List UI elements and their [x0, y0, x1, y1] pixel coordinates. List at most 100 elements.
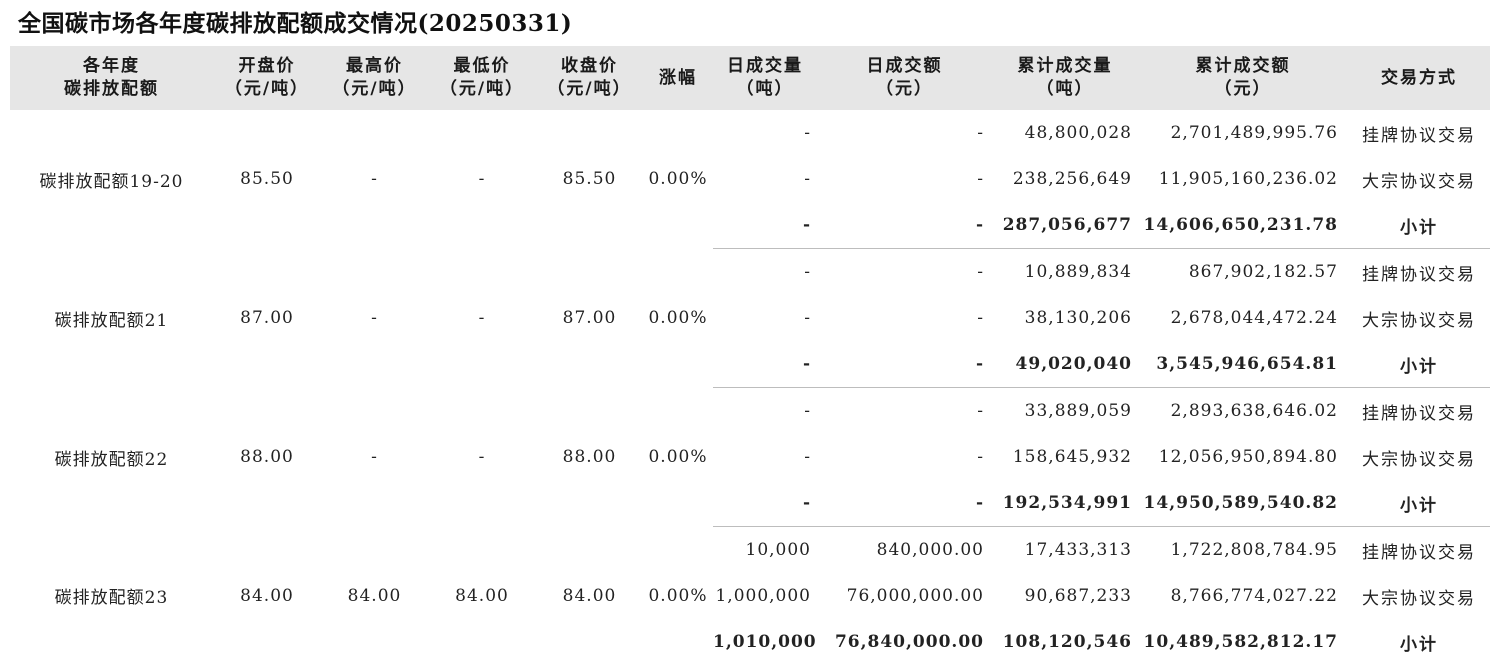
- cumulative-amount-cell: 12,056,950,894.80: [1138, 434, 1348, 480]
- daily-amount-cell: -: [817, 295, 992, 341]
- high-price-cell: -: [321, 249, 428, 388]
- open-price-cell: 84.00: [213, 527, 321, 665]
- daily-volume-cell: -: [713, 110, 817, 156]
- trade-method-cell: 挂牌协议交易: [1348, 388, 1490, 435]
- close-price-cell: 88.00: [536, 388, 643, 527]
- cumulative-amount-cell: 1,722,808,784.95: [1138, 527, 1348, 574]
- trade-method-cell: 挂牌协议交易: [1348, 110, 1490, 156]
- trade-method-cell: 大宗协议交易: [1348, 156, 1490, 202]
- daily-amount-cell: -: [817, 110, 992, 156]
- cumulative-volume-cell: 33,889,059: [992, 388, 1138, 435]
- header-daily-volume: 日成交量（吨）: [713, 46, 817, 110]
- change-cell: 0.00%: [643, 388, 713, 527]
- quota-name-cell: 碳排放配额21: [10, 249, 213, 388]
- trade-method-cell: 小计: [1348, 480, 1490, 527]
- cumulative-volume-cell: 90,687,233: [992, 573, 1138, 619]
- trade-method-cell: 小计: [1348, 619, 1490, 665]
- daily-amount-cell: -: [817, 388, 992, 435]
- low-price-cell: -: [428, 388, 536, 527]
- quota-name-cell: 碳排放配额19-20: [10, 110, 213, 249]
- cumulative-amount-cell: 14,606,650,231.78: [1138, 202, 1348, 249]
- daily-amount-cell: -: [817, 156, 992, 202]
- cumulative-amount-cell: 2,678,044,472.24: [1138, 295, 1348, 341]
- trade-method-cell: 大宗协议交易: [1348, 295, 1490, 341]
- daily-volume-cell: -: [713, 156, 817, 202]
- open-price-cell: 87.00: [213, 249, 321, 388]
- quota-name-cell: 碳排放配额22: [10, 388, 213, 527]
- daily-amount-cell: -: [817, 480, 992, 527]
- cumulative-amount-cell: 10,489,582,812.17: [1138, 619, 1348, 665]
- low-price-cell: -: [428, 110, 536, 249]
- daily-volume-cell: 1,000,000: [713, 573, 817, 619]
- low-price-cell: -: [428, 249, 536, 388]
- header-year-quota: 各年度碳排放配额: [10, 46, 213, 110]
- daily-volume-cell: -: [713, 202, 817, 249]
- cumulative-volume-cell: 158,645,932: [992, 434, 1138, 480]
- cumulative-amount-cell: 867,902,182.57: [1138, 249, 1348, 296]
- header-open-price: 开盘价（元/吨）: [213, 46, 321, 110]
- cumulative-volume-cell: 49,020,040: [992, 341, 1138, 388]
- trade-method-cell: 小计: [1348, 202, 1490, 249]
- close-price-cell: 87.00: [536, 249, 643, 388]
- header-high-price: 最高价（元/吨）: [321, 46, 428, 110]
- high-price-cell: -: [321, 388, 428, 527]
- daily-volume-cell: -: [713, 249, 817, 296]
- header-cumulative-volume: 累计成交量（吨）: [992, 46, 1138, 110]
- daily-volume-cell: 10,000: [713, 527, 817, 574]
- open-price-cell: 88.00: [213, 388, 321, 527]
- daily-amount-cell: -: [817, 341, 992, 388]
- daily-amount-cell: 76,840,000.00: [817, 619, 992, 665]
- trade-method-cell: 小计: [1348, 341, 1490, 388]
- change-cell: 0.00%: [643, 110, 713, 249]
- daily-amount-cell: -: [817, 434, 992, 480]
- cumulative-amount-cell: 14,950,589,540.82: [1138, 480, 1348, 527]
- cumulative-volume-cell: 108,120,546: [992, 619, 1138, 665]
- cumulative-amount-cell: 2,701,489,995.76: [1138, 110, 1348, 156]
- daily-amount-cell: 76,000,000.00: [817, 573, 992, 619]
- header-low-price: 最低价（元/吨）: [428, 46, 536, 110]
- cumulative-volume-cell: 238,256,649: [992, 156, 1138, 202]
- cumulative-volume-cell: 287,056,677: [992, 202, 1138, 249]
- table-header-row: 各年度碳排放配额 开盘价（元/吨） 最高价（元/吨） 最低价（元/吨） 收盘价（…: [10, 46, 1490, 110]
- header-cumulative-amount: 累计成交额（元）: [1138, 46, 1348, 110]
- cumulative-volume-cell: 10,889,834: [992, 249, 1138, 296]
- header-change: 涨幅: [643, 46, 713, 110]
- daily-amount-cell: -: [817, 249, 992, 296]
- cumulative-volume-cell: 48,800,028: [992, 110, 1138, 156]
- trade-method-cell: 大宗协议交易: [1348, 573, 1490, 619]
- trade-method-cell: 挂牌协议交易: [1348, 249, 1490, 296]
- daily-volume-cell: -: [713, 388, 817, 435]
- high-price-cell: 84.00: [321, 527, 428, 665]
- trade-method-cell: 大宗协议交易: [1348, 434, 1490, 480]
- cumulative-amount-cell: 2,893,638,646.02: [1138, 388, 1348, 435]
- change-cell: 0.00%: [643, 527, 713, 665]
- open-price-cell: 85.50: [213, 110, 321, 249]
- change-cell: 0.00%: [643, 249, 713, 388]
- daily-volume-cell: 1,010,000: [713, 619, 817, 665]
- daily-volume-cell: -: [713, 480, 817, 527]
- close-price-cell: 85.50: [536, 110, 643, 249]
- header-close-price: 收盘价（元/吨）: [536, 46, 643, 110]
- daily-amount-cell: -: [817, 202, 992, 249]
- cumulative-amount-cell: 11,905,160,236.02: [1138, 156, 1348, 202]
- daily-volume-cell: -: [713, 295, 817, 341]
- cumulative-volume-cell: 192,534,991: [992, 480, 1138, 527]
- daily-volume-cell: -: [713, 434, 817, 480]
- trade-method-cell: 挂牌协议交易: [1348, 527, 1490, 574]
- high-price-cell: -: [321, 110, 428, 249]
- header-trade-method: 交易方式: [1348, 46, 1490, 110]
- cumulative-volume-cell: 38,130,206: [992, 295, 1138, 341]
- low-price-cell: 84.00: [428, 527, 536, 665]
- daily-amount-cell: 840,000.00: [817, 527, 992, 574]
- cumulative-amount-cell: 3,545,946,654.81: [1138, 341, 1348, 388]
- cumulative-volume-cell: 17,433,313: [992, 527, 1138, 574]
- header-daily-amount: 日成交额（元）: [817, 46, 992, 110]
- quota-name-cell: 碳排放配额23: [10, 527, 213, 665]
- close-price-cell: 84.00: [536, 527, 643, 665]
- cumulative-amount-cell: 8,766,774,027.22: [1138, 573, 1348, 619]
- page-title: 全国碳市场各年度碳排放配额成交情况(20250331): [18, 4, 572, 38]
